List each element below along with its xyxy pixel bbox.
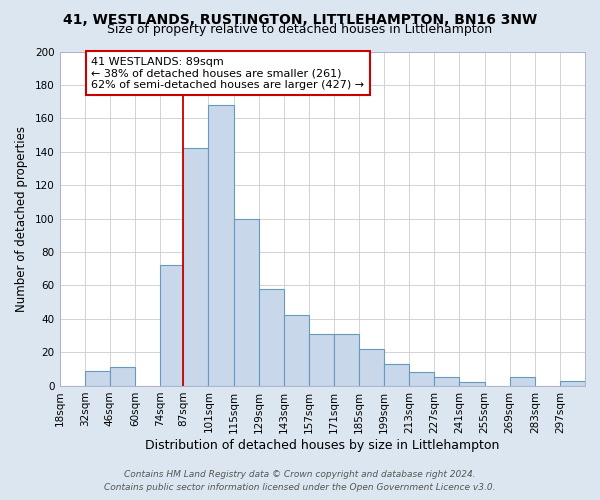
Text: Contains HM Land Registry data © Crown copyright and database right 2024.
Contai: Contains HM Land Registry data © Crown c… [104,470,496,492]
Bar [233,218,259,386]
Bar [183,148,208,386]
Bar [434,377,460,386]
Bar [110,367,135,386]
Bar [334,334,359,386]
Bar [160,266,185,386]
Bar [409,372,434,386]
Bar [309,334,334,386]
Bar [509,377,535,386]
Y-axis label: Number of detached properties: Number of detached properties [15,126,28,312]
Bar [460,382,485,386]
Bar [85,370,110,386]
Text: Size of property relative to detached houses in Littlehampton: Size of property relative to detached ho… [107,22,493,36]
Bar [384,364,409,386]
Bar [208,105,233,386]
Bar [284,316,309,386]
Bar [359,349,384,386]
Bar [259,288,284,386]
X-axis label: Distribution of detached houses by size in Littlehampton: Distribution of detached houses by size … [145,440,499,452]
Bar [560,380,585,386]
Text: 41 WESTLANDS: 89sqm
← 38% of detached houses are smaller (261)
62% of semi-detac: 41 WESTLANDS: 89sqm ← 38% of detached ho… [91,56,364,90]
Text: 41, WESTLANDS, RUSTINGTON, LITTLEHAMPTON, BN16 3NW: 41, WESTLANDS, RUSTINGTON, LITTLEHAMPTON… [63,12,537,26]
